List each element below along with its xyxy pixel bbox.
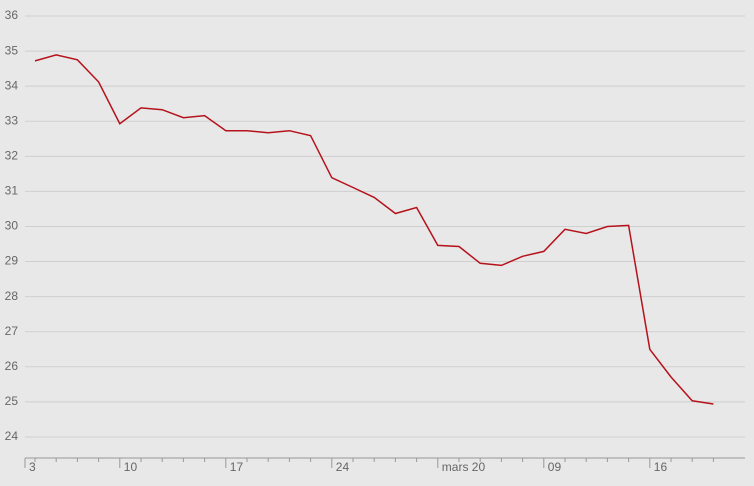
y-tick-label: 33 <box>5 113 19 127</box>
y-tick-label: 29 <box>5 254 19 268</box>
y-tick-label: 28 <box>5 289 19 303</box>
y-tick-label: 25 <box>5 394 19 408</box>
x-tick-label: 09 <box>548 460 562 474</box>
y-tick-label: 36 <box>5 8 19 22</box>
line-series <box>34 54 714 405</box>
y-tick-label: 26 <box>5 359 19 373</box>
y-tick-label: 24 <box>5 429 19 443</box>
x-tick-label: 10 <box>124 460 138 474</box>
y-tick-label: 34 <box>5 78 19 92</box>
y-tick-label: 35 <box>5 43 19 57</box>
y-tick-label: 30 <box>5 219 19 233</box>
y-tick-label: 31 <box>5 184 19 198</box>
x-tick-label: 3 <box>29 460 36 474</box>
x-tick-label: 16 <box>654 460 668 474</box>
x-tick-label: 24 <box>336 460 350 474</box>
y-tick-label: 32 <box>5 148 19 162</box>
x-tick-label: mars 20 <box>442 460 486 474</box>
y-tick-label: 27 <box>5 324 19 338</box>
x-tick-label: 17 <box>230 460 244 474</box>
